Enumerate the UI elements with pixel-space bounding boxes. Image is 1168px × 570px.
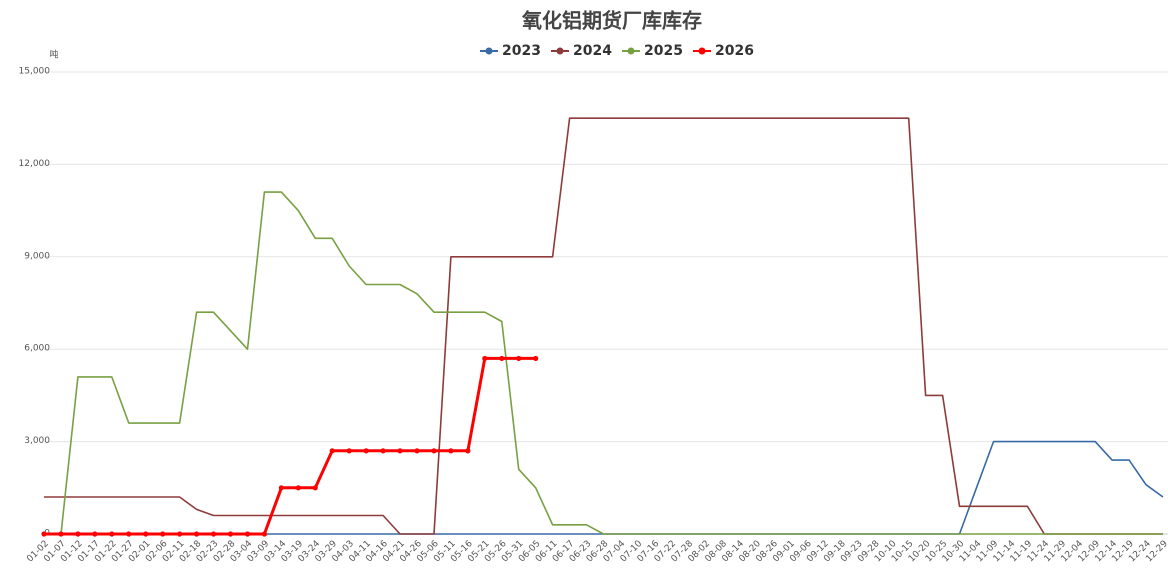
legend-label: 2026 — [715, 43, 754, 59]
y-tick-label: 6,000 — [24, 344, 50, 354]
point — [346, 448, 352, 454]
series-line — [44, 440, 1164, 535]
point — [92, 531, 98, 537]
point — [448, 448, 454, 454]
legend-label: 2025 — [644, 43, 683, 59]
point — [278, 485, 284, 491]
point — [160, 531, 166, 537]
point — [431, 448, 437, 454]
y-tick-label: 15,000 — [19, 67, 51, 77]
point — [516, 355, 522, 362]
point — [177, 531, 183, 537]
series-line — [44, 191, 1163, 535]
y-tick-label: 9,000 — [24, 251, 50, 261]
point — [41, 531, 47, 537]
series-line — [44, 356, 536, 536]
series-line — [44, 117, 1163, 535]
point — [329, 448, 335, 454]
legend-label: 2024 — [573, 43, 612, 59]
point — [499, 355, 505, 362]
point — [380, 448, 386, 454]
point — [414, 448, 420, 454]
point — [363, 448, 369, 454]
point — [397, 448, 403, 454]
point — [210, 531, 217, 537]
point — [312, 485, 318, 491]
legend-label: 2023 — [502, 43, 541, 59]
point — [193, 531, 200, 537]
chart-title: 氧化铝期货厂库库存 — [521, 9, 702, 33]
legend-marker — [698, 47, 706, 55]
point — [58, 531, 64, 537]
y-tick-label: 12,000 — [19, 159, 51, 169]
point — [261, 531, 268, 537]
point — [109, 531, 115, 537]
point — [244, 531, 251, 537]
y-unit: 吨 — [49, 49, 58, 61]
point — [295, 485, 301, 491]
point — [227, 531, 234, 537]
legend-marker — [556, 47, 564, 55]
legend-marker — [485, 47, 493, 55]
point — [465, 448, 471, 454]
point — [143, 531, 149, 537]
legend-marker — [627, 47, 635, 55]
point — [75, 531, 81, 537]
point — [533, 355, 539, 362]
legend: 2023 2024 2025 2026 — [480, 43, 754, 59]
point — [482, 355, 488, 362]
y-tick-label: 3,000 — [24, 436, 50, 446]
point — [126, 531, 132, 537]
